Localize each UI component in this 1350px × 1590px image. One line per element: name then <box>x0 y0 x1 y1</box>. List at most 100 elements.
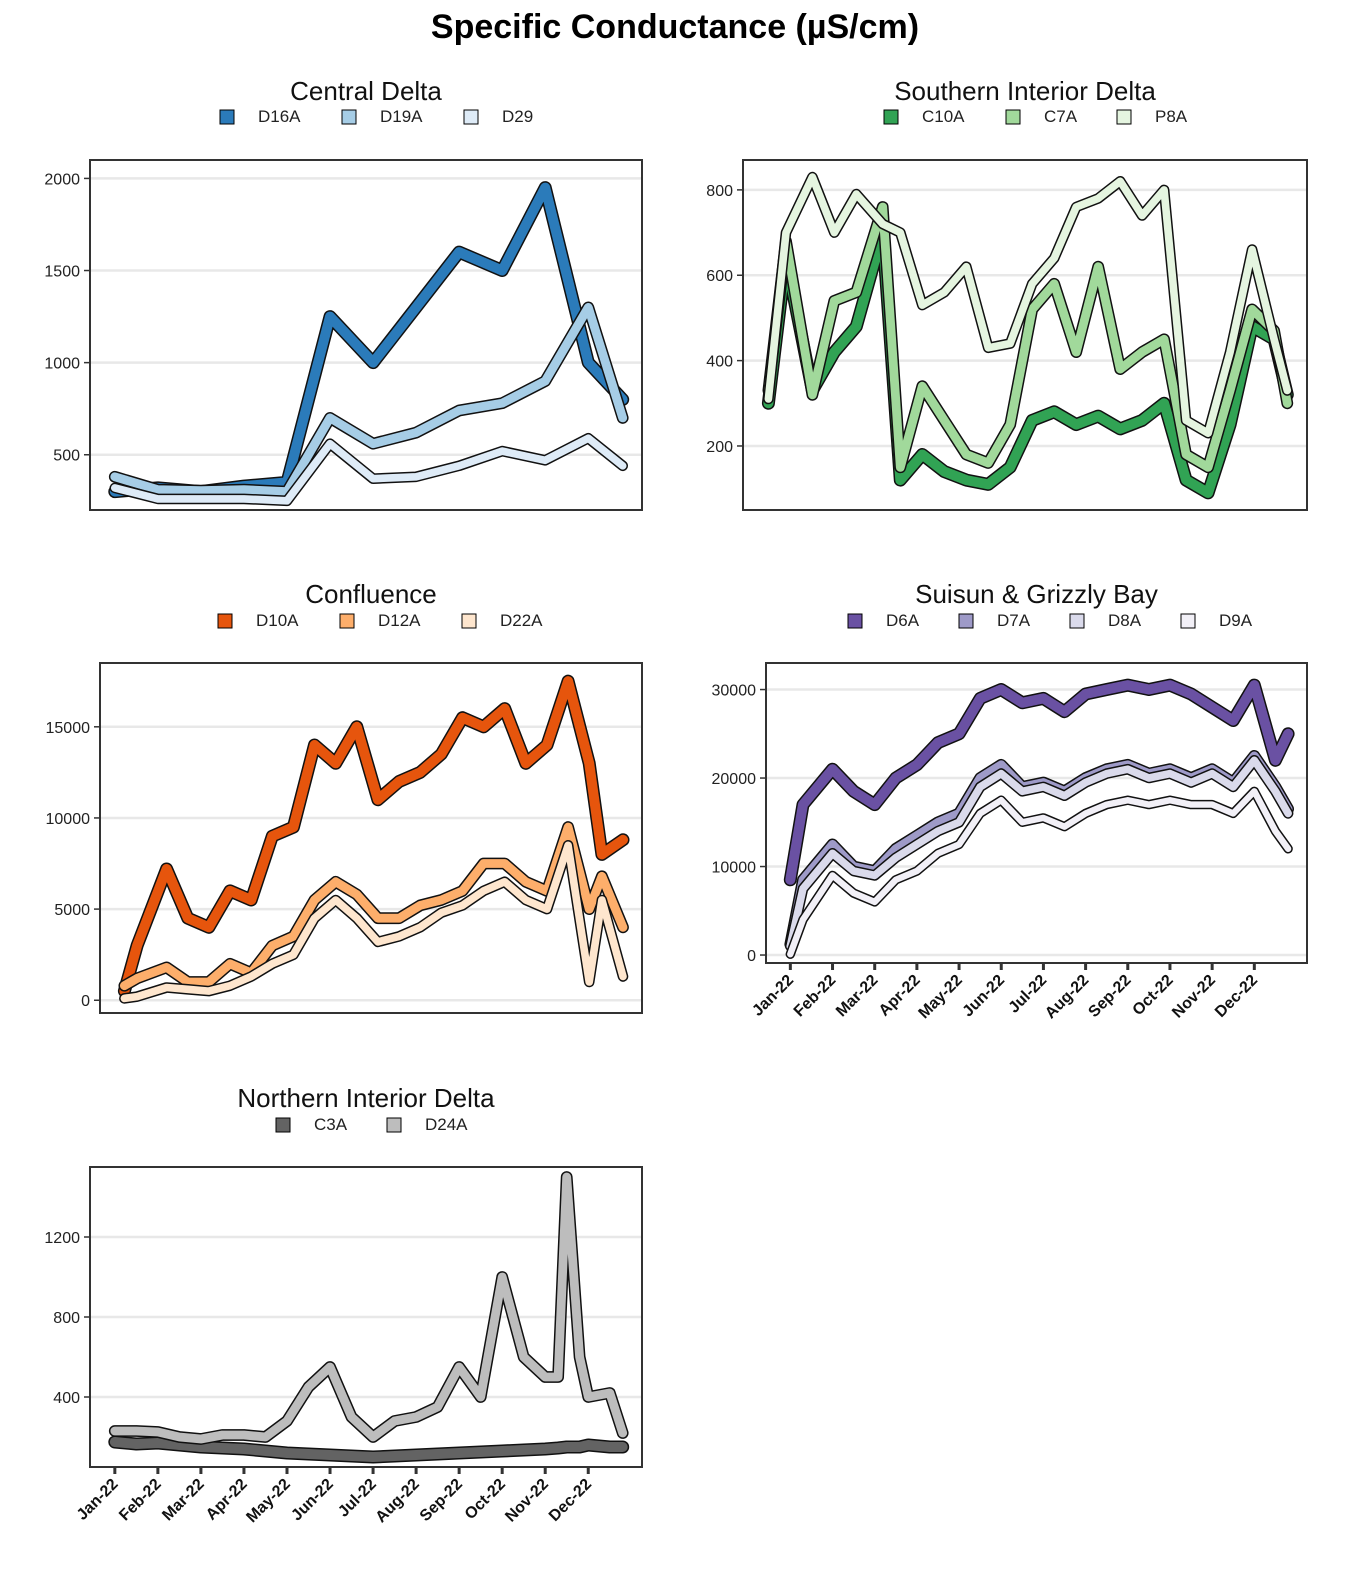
series-d29 <box>109 432 628 507</box>
legend-label-c10a: C10A <box>922 107 965 126</box>
y-tick-label: 200 <box>706 439 733 456</box>
series-line-d6a <box>785 680 1294 885</box>
series-line-d10a <box>119 676 628 997</box>
x-tick-label: Apr-22 <box>203 1476 251 1524</box>
series-c7a <box>762 201 1294 474</box>
series-line-d29 <box>111 434 627 505</box>
x-tick-label: Dec-22 <box>546 1476 595 1525</box>
legend-key-d9a <box>1180 613 1196 629</box>
x-tick-label: Jan-22 <box>749 972 797 1020</box>
legend-key-p8a <box>1116 109 1132 125</box>
series-d10a <box>117 674 630 998</box>
y-tick-label: 500 <box>53 448 80 465</box>
legend-label-c7a: C7A <box>1044 107 1078 126</box>
legend-label-d6a: D6A <box>886 611 920 630</box>
panel-northern-interior-delta: Northern Interior Delta C3A D24A 400 800 1200… <box>44 1083 643 1526</box>
series-line-d24a <box>110 1172 628 1444</box>
y-tick-label: 400 <box>706 354 733 371</box>
y-tick-label: 0 <box>81 993 90 1010</box>
legend-key-d6a <box>847 613 863 629</box>
plot-frame <box>765 662 1308 964</box>
y-tick-label: 20000 <box>712 771 757 788</box>
plot-frame <box>89 159 643 511</box>
series-line-d9a <box>787 788 1292 958</box>
x-tick-label: Aug-22 <box>373 1476 423 1526</box>
y-tick-label: 1500 <box>44 264 80 281</box>
y-tick-label: 400 <box>53 1390 80 1407</box>
legend-label-d10a: D10A <box>256 611 299 630</box>
x-tick-label: Feb-22 <box>791 972 840 1021</box>
y-tick-label: 5000 <box>54 902 90 919</box>
panel-title: Central Delta <box>290 76 442 106</box>
y-tick-label: 10000 <box>46 811 91 828</box>
series-line-d8a <box>786 756 1292 950</box>
y-tick-label: 800 <box>706 183 733 200</box>
series-p8a <box>763 171 1293 439</box>
y-tick-label: 2000 <box>44 171 80 188</box>
panel-title: Suisun & Grizzly Bay <box>915 579 1158 609</box>
x-tick-label: Feb-22 <box>116 1476 165 1525</box>
legend-key-d24a <box>386 1117 402 1133</box>
legend-key-d16a <box>219 109 235 125</box>
legend-label-d9a: D9A <box>1219 611 1253 630</box>
legend-key-d7a <box>958 613 974 629</box>
legend-key-d22a <box>461 613 477 629</box>
legend-label-p8a: P8A <box>1155 107 1188 126</box>
series-c3a <box>108 1435 630 1464</box>
x-tick-label: Sep-22 <box>417 1476 466 1525</box>
legend-label-d22a: D22A <box>500 611 543 630</box>
y-tick-label: 15000 <box>46 720 91 737</box>
legend-key-d12a <box>339 613 355 629</box>
series-d12a <box>118 821 629 992</box>
plot-frame <box>742 159 1308 511</box>
y-tick-label: 0 <box>747 948 756 965</box>
series-d6a <box>783 678 1295 887</box>
legend-label-d12a: D12A <box>378 611 421 630</box>
series-line-c10a <box>763 227 1293 498</box>
series-line-c7a <box>764 202 1292 472</box>
legend-label-d7a: D7A <box>997 611 1031 630</box>
y-tick-label: 800 <box>53 1310 80 1327</box>
x-tick-label: Jan-22 <box>74 1476 122 1524</box>
y-tick-label: 1200 <box>44 1230 80 1247</box>
legend-key-d19a <box>341 109 357 125</box>
series-line-c3a <box>109 1437 628 1462</box>
x-tick-label: Oct-22 <box>462 1476 509 1523</box>
series-d19a <box>108 301 629 498</box>
x-tick-label: Aug-22 <box>1042 972 1092 1022</box>
series-c10a <box>761 226 1294 500</box>
y-tick-label: 1000 <box>44 356 80 373</box>
legend-key-d10a <box>217 613 233 629</box>
panel-suisun-grizzly-bay: Suisun & Grizzly Bay D6A D7A D8A D9A 0 10000 20… <box>712 579 1308 1022</box>
series-d24a <box>108 1171 629 1445</box>
x-tick-label: Mar-22 <box>833 972 882 1021</box>
main-title: Specific Conductance (µS/cm) <box>430 8 920 46</box>
legend-label-d8a: D8A <box>1108 611 1142 630</box>
panel-title: Northern Interior Delta <box>237 1083 495 1113</box>
x-tick-label: Oct-22 <box>1130 972 1177 1019</box>
series-outline-d24a <box>108 1171 629 1445</box>
legend-label-c3a: C3A <box>314 1115 348 1134</box>
series-line-d22a <box>120 841 627 1003</box>
legend-key-c3a <box>275 1117 291 1133</box>
x-tick-label: May-22 <box>916 972 966 1022</box>
series-line-p8a <box>764 173 1292 437</box>
x-tick-label: Nov-22 <box>1169 972 1219 1022</box>
x-tick-label: Sep-22 <box>1085 972 1134 1021</box>
y-tick-label: 30000 <box>712 683 757 700</box>
legend-key-d8a <box>1069 613 1085 629</box>
legend-label-d29: D29 <box>502 107 533 126</box>
panel-title: Southern Interior Delta <box>894 76 1156 106</box>
x-tick-label: Nov-22 <box>502 1476 552 1526</box>
x-tick-label: Dec-22 <box>1212 972 1261 1021</box>
plot-frame <box>99 662 643 1014</box>
x-tick-label: Jun-22 <box>960 972 1009 1021</box>
x-tick-label: May-22 <box>243 1476 293 1526</box>
x-tick-label: Mar-22 <box>159 1476 208 1525</box>
plot-frame <box>89 1166 643 1468</box>
x-tick-label: Jun-22 <box>288 1476 337 1525</box>
legend-key-c7a <box>1005 109 1021 125</box>
